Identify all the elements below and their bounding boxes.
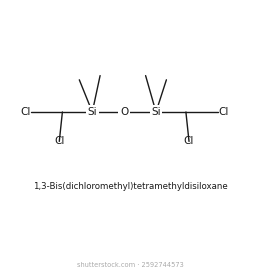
Text: Si: Si [151,107,161,117]
Text: Si: Si [87,107,97,117]
Text: O: O [120,107,128,117]
Text: shutterstock.com · 2592744573: shutterstock.com · 2592744573 [77,262,183,268]
Text: Cl: Cl [20,107,31,117]
Text: Cl: Cl [54,136,64,146]
Text: Cl: Cl [218,107,229,117]
Text: Cl: Cl [184,136,194,146]
Text: 1,3-Bis(dichloromethyl)tetramethyldisiloxane: 1,3-Bis(dichloromethyl)tetramethyldisilo… [32,182,228,191]
